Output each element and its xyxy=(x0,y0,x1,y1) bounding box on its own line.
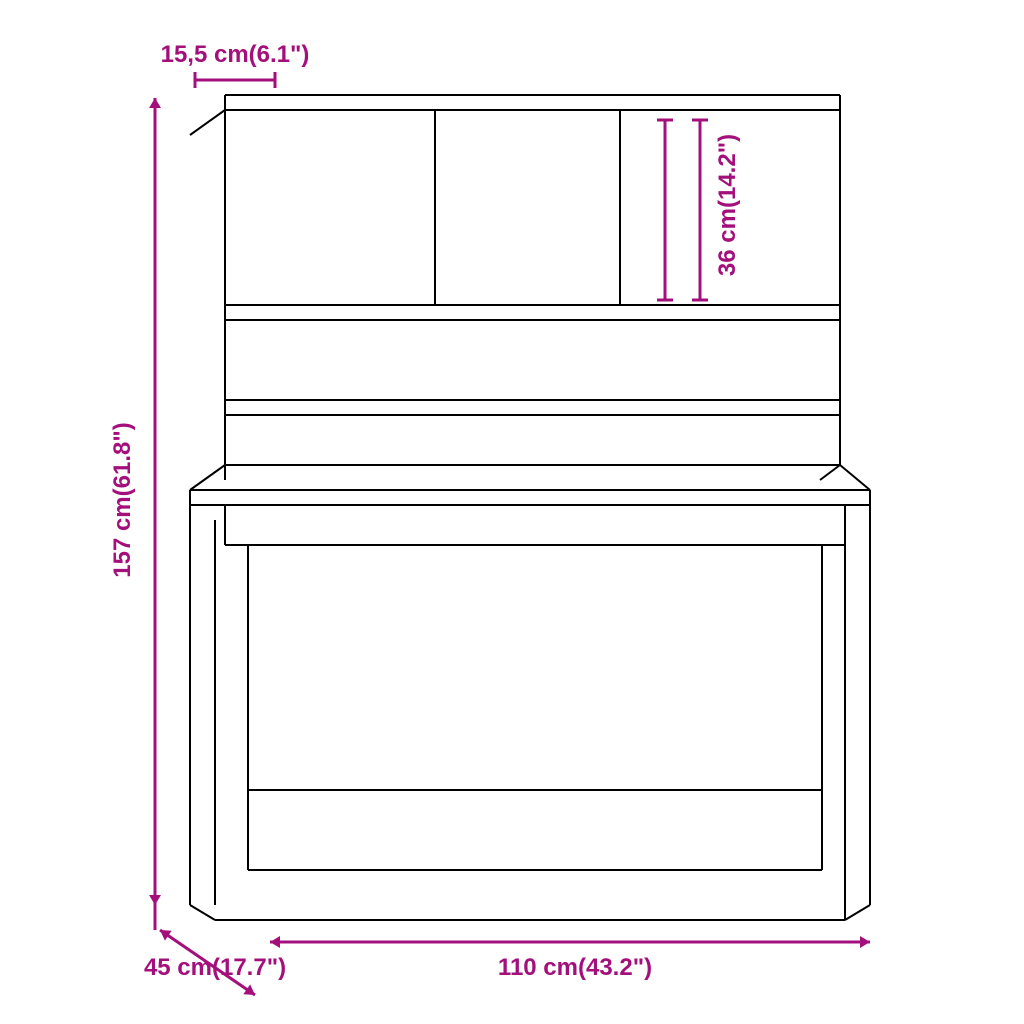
dimension-labels: 15,5 cm(6.1") 157 cm(61.8") 36 cm(14.2")… xyxy=(109,41,741,981)
dimension-leaders xyxy=(149,72,870,995)
label-shelf-h: 36 cm(14.2") xyxy=(714,134,741,276)
label-width: 110 cm(43.2") xyxy=(498,954,652,981)
label-depth-top: 15,5 cm(6.1") xyxy=(161,41,310,68)
label-height: 157 cm(61.8") xyxy=(109,422,136,577)
dimension-diagram: 15,5 cm(6.1") 157 cm(61.8") 36 cm(14.2")… xyxy=(0,0,1024,1024)
furniture-outline xyxy=(190,95,870,920)
label-depth-bot: 45 cm(17.7") xyxy=(144,954,286,981)
